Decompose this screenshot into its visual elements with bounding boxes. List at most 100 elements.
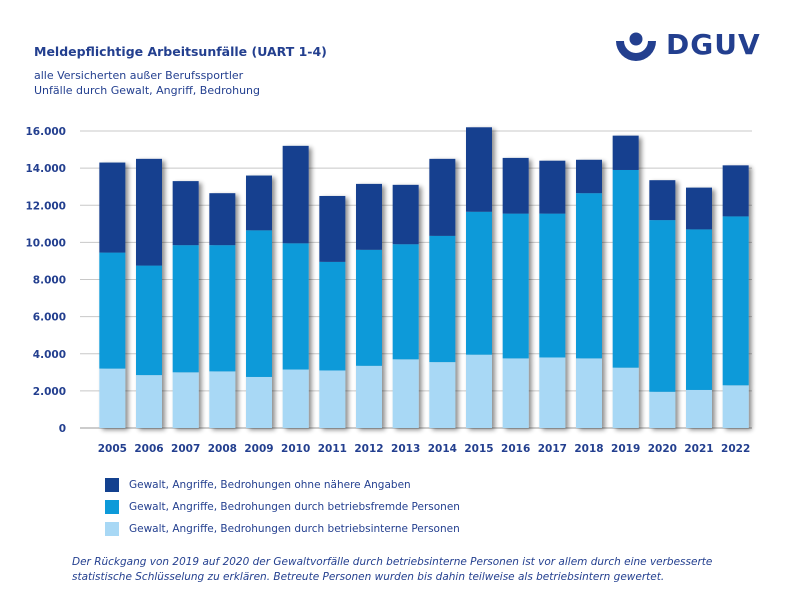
x-tick-label: 2006 [134, 443, 163, 455]
bar-stack [686, 187, 712, 428]
legend-item-betriebsinterne: Gewalt, Angriffe, Bedrohungen durch betr… [105, 518, 460, 540]
legend-swatch-medium [105, 500, 119, 514]
bar-segment-2007-s0 [172, 372, 199, 428]
bar-segment-2016-s0 [502, 358, 529, 428]
bar-stack [209, 193, 236, 428]
bar-stack [319, 195, 346, 428]
x-tick-label: 2020 [648, 443, 677, 455]
bar-segment-2018-s0 [576, 358, 602, 428]
bar-stack [356, 183, 382, 428]
bar-segment-2011-s2 [319, 195, 346, 262]
bar-segment-2019-s2 [612, 135, 639, 170]
bar-stack [539, 160, 566, 428]
bar-segment-2017-s2 [539, 160, 566, 214]
x-tick-label: 2017 [538, 443, 567, 455]
bar-segment-2010-s0 [282, 369, 309, 428]
bar-segment-2022-s1 [722, 216, 749, 386]
bar-segment-2013-s0 [392, 359, 419, 428]
x-tick-label: 2022 [721, 443, 750, 455]
bar-segment-2015-s1 [466, 211, 492, 355]
bar-segment-2009-s0 [246, 376, 272, 428]
bar-segment-2012-s2 [356, 183, 382, 250]
bar-segment-2019-s1 [612, 169, 639, 368]
bar-segment-2005-s2 [99, 162, 126, 253]
bar-segment-2019-s0 [612, 367, 639, 428]
legend-label: Gewalt, Angriffe, Bedrohungen ohne näher… [129, 479, 411, 491]
x-tick-label: 2013 [391, 443, 420, 455]
bar-segment-2022-s0 [722, 385, 749, 428]
x-tick-label: 2015 [464, 443, 493, 455]
bar-segment-2014-s0 [429, 362, 456, 428]
bar-segment-2017-s0 [539, 357, 566, 428]
chart-title: Meldepflichtige Arbeitsunfälle (UART 1-4… [34, 44, 327, 59]
chart-subtitle-2: Unfälle durch Gewalt, Angriff, Bedrohung [34, 84, 260, 97]
bar-segment-2010-s2 [282, 145, 309, 244]
bar-segment-2017-s1 [539, 213, 566, 358]
bar-segment-2006-s2 [136, 158, 162, 266]
bar-segment-2012-s1 [356, 249, 382, 366]
x-tick-label: 2014 [428, 443, 457, 455]
bar-segment-2013-s1 [392, 244, 419, 360]
bar-segment-2013-s2 [392, 184, 419, 245]
x-tick-label: 2005 [98, 443, 127, 455]
bar-segment-2009-s2 [246, 175, 272, 231]
bar-segment-2005-s0 [99, 368, 126, 428]
bar-stack [649, 180, 676, 428]
x-tick-label: 2021 [684, 443, 713, 455]
y-tick-label: 8.000 [33, 275, 66, 287]
y-tick-label: 16.000 [25, 126, 66, 138]
chart-legend: Gewalt, Angriffe, Bedrohungen ohne näher… [105, 474, 460, 540]
dguv-logo-icon [616, 32, 656, 61]
bar-stack [392, 184, 419, 428]
x-tick-label: 2019 [611, 443, 640, 455]
y-tick-label: 12.000 [25, 200, 66, 212]
bar-segment-2020-s2 [649, 180, 676, 221]
bar-segment-2018-s2 [576, 159, 602, 194]
y-tick-label: 10.000 [25, 237, 66, 249]
bar-segment-2010-s1 [282, 243, 309, 370]
y-tick-label: 6.000 [33, 312, 66, 324]
bar-stack [282, 145, 309, 428]
legend-swatch-dark [105, 478, 119, 492]
bar-segment-2015-s2 [466, 127, 492, 212]
stacked-bar-chart: 0 2.000 4.000 6.000 8.000 10.000 12.000 14.000 1… [25, 126, 752, 455]
bar-segment-2009-s1 [246, 230, 272, 377]
bar-segment-2020-s1 [649, 220, 676, 392]
bar-stack [612, 135, 639, 428]
y-tick-label: 0 [59, 423, 66, 435]
bar-segment-2014-s2 [429, 158, 456, 236]
bar-segment-2011-s1 [319, 261, 346, 371]
bar-segment-2006-s0 [136, 375, 162, 428]
bar-segment-2011-s0 [319, 370, 346, 428]
bar-segment-2006-s1 [136, 265, 162, 376]
bar-segment-2021-s1 [686, 229, 712, 390]
bar-stack [172, 181, 199, 428]
bar-segment-2014-s1 [429, 235, 456, 363]
bar-stack [429, 158, 456, 428]
bar-segment-2007-s2 [172, 181, 199, 246]
legend-item-ohne-angaben: Gewalt, Angriffe, Bedrohungen ohne näher… [105, 474, 460, 496]
bar-segment-2021-s2 [686, 187, 712, 230]
bar-stack [466, 127, 492, 428]
legend-swatch-light [105, 522, 119, 536]
y-tick-label: 4.000 [33, 349, 66, 361]
bar-segment-2005-s1 [99, 252, 126, 369]
bar-segment-2020-s0 [649, 391, 676, 428]
bar-stack [722, 165, 749, 428]
y-tick-label: 2.000 [33, 386, 66, 398]
bar-segment-2008-s0 [209, 371, 236, 428]
x-tick-label: 2009 [244, 443, 273, 455]
x-tick-label: 2010 [281, 443, 310, 455]
legend-label: Gewalt, Angriffe, Bedrohungen durch betr… [129, 501, 460, 513]
dguv-logo-text: DGUV [666, 28, 761, 61]
bar-stack [502, 157, 529, 428]
x-tick-label: 2011 [318, 443, 347, 455]
x-tick-label: 2007 [171, 443, 200, 455]
bar-stack [246, 175, 272, 428]
bar-segment-2007-s1 [172, 245, 199, 373]
bar-segment-2022-s2 [722, 165, 749, 217]
bar-segment-2018-s1 [576, 193, 602, 359]
bar-segment-2015-s0 [466, 354, 492, 428]
y-tick-label: 14.000 [25, 163, 66, 175]
footnote: Der Rückgang von 2019 auf 2020 der Gewal… [72, 556, 713, 583]
